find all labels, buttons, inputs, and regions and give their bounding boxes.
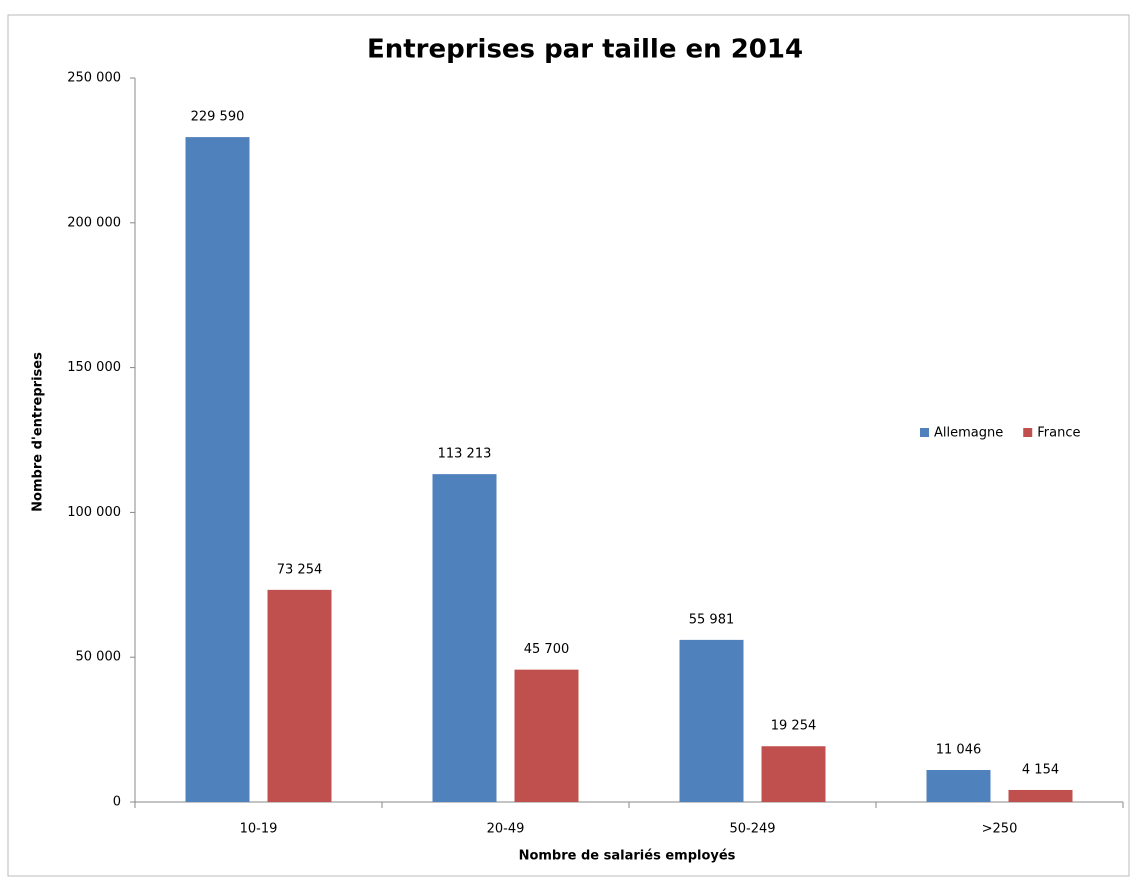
legend-swatch bbox=[920, 428, 929, 437]
value-label: 55 981 bbox=[689, 612, 735, 627]
value-label: 19 254 bbox=[771, 719, 817, 734]
bar bbox=[514, 669, 579, 802]
y-tick-label: 250 000 bbox=[67, 71, 121, 86]
bar bbox=[679, 639, 744, 802]
bar bbox=[267, 589, 332, 802]
bar bbox=[761, 746, 826, 802]
y-tick-label: 50 000 bbox=[76, 650, 122, 665]
chart-title: Entreprises par taille en 2014 bbox=[367, 35, 803, 65]
bar bbox=[1008, 789, 1073, 802]
legend-label: Allemagne bbox=[934, 426, 1003, 441]
x-tick-label: 50-249 bbox=[729, 822, 775, 837]
y-tick-label: 0 bbox=[113, 795, 121, 810]
value-label: 45 700 bbox=[524, 642, 570, 657]
y-tick-label: 150 000 bbox=[67, 360, 121, 375]
legend-swatch bbox=[1023, 428, 1033, 437]
value-label: 113 213 bbox=[438, 447, 492, 462]
value-label: 229 590 bbox=[191, 110, 245, 125]
value-label: 11 046 bbox=[936, 743, 982, 758]
bar bbox=[926, 770, 991, 802]
y-tick-label: 200 000 bbox=[67, 215, 121, 230]
y-axis-label: Nombre d'entreprises bbox=[31, 352, 46, 512]
bar bbox=[185, 137, 250, 802]
value-label: 4 154 bbox=[1022, 762, 1059, 777]
x-tick-label: 20-49 bbox=[487, 822, 525, 837]
x-tick-label: 10-19 bbox=[240, 822, 278, 837]
x-tick-label: >250 bbox=[982, 822, 1018, 837]
bar bbox=[432, 474, 497, 802]
x-axis-label: Nombre de salariés employés bbox=[519, 849, 736, 864]
value-label: 73 254 bbox=[277, 562, 323, 577]
y-tick-label: 100 000 bbox=[67, 505, 121, 520]
legend-label: France bbox=[1037, 426, 1080, 441]
